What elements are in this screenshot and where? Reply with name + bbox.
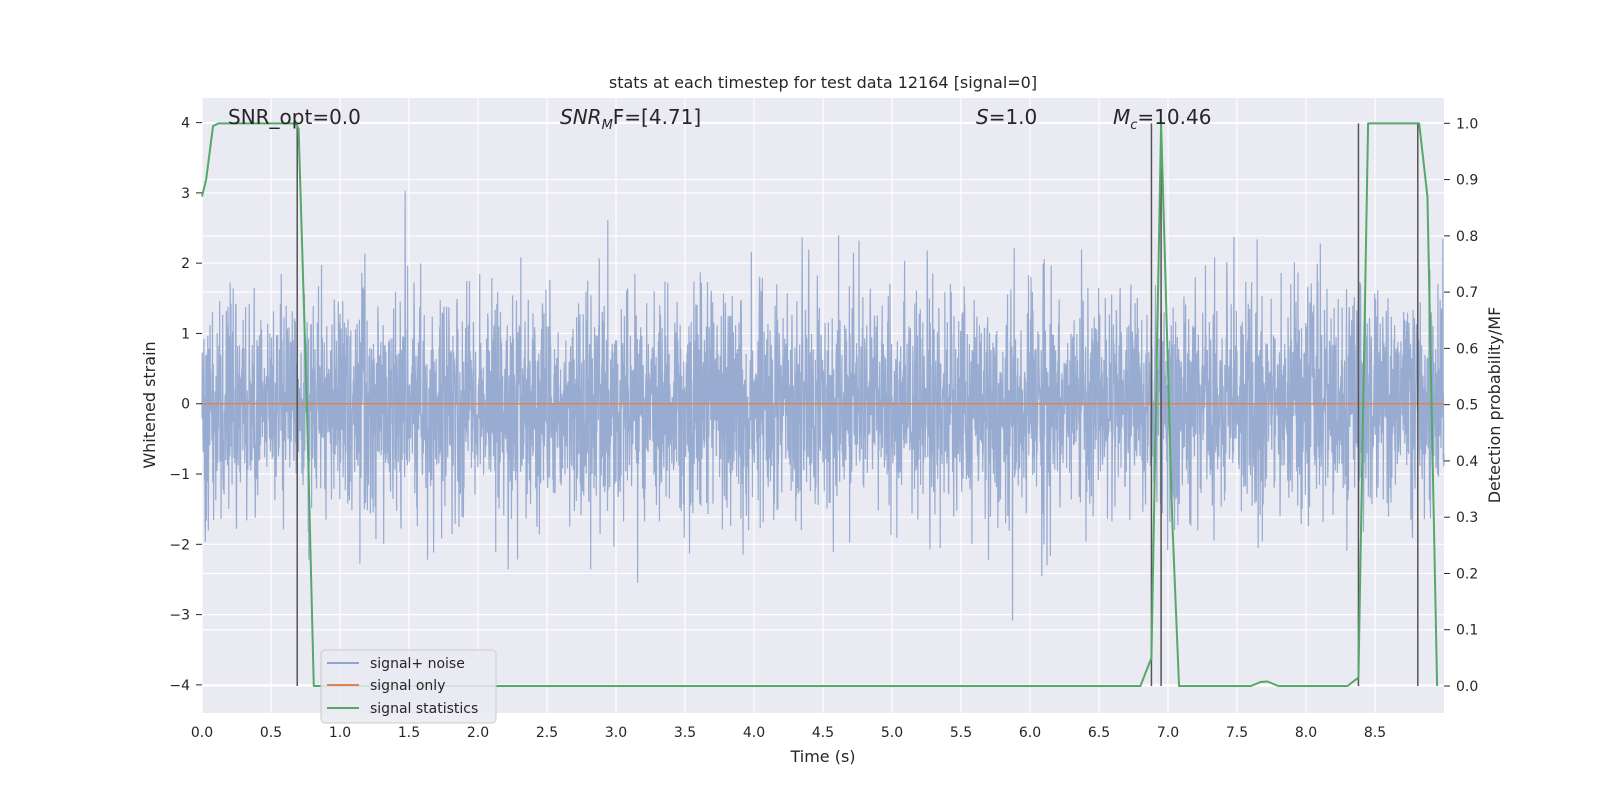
signal-statistics-series <box>201 122 1439 687</box>
x-axis-ticks: 0.0 0.5 1.0 1.5 2.0 2.5 3.0 3.5 4.0 4.5 5.0 5.5 6.0 6… <box>191 725 1386 741</box>
x-tick-label: 0.5 <box>260 725 282 741</box>
y-tick-label: −1 <box>169 467 190 483</box>
right-axis-label: Detection probability/MF <box>1485 307 1504 504</box>
annotation-snr-mf: SNRMF=[4.71] <box>560 105 701 133</box>
x-tick-label: 4.5 <box>812 725 834 741</box>
x-tick-label: 1.0 <box>329 725 351 741</box>
x-tick-label: 5.0 <box>881 725 903 741</box>
x-tick-label: 8.5 <box>1364 725 1386 741</box>
legend-label-signal-statistics: signal statistics <box>370 701 478 717</box>
signal-statistics-line <box>201 122 1439 687</box>
x-axis-label: Time (s) <box>789 747 855 766</box>
x-tick-label: 7.0 <box>1157 725 1179 741</box>
y-tick-label: −4 <box>169 678 190 694</box>
x-tick-label: 8.0 <box>1295 725 1317 741</box>
y-tick-label: 4 <box>181 116 190 132</box>
legend: signal+ noise signal only signal statist… <box>320 649 497 724</box>
right-tick-label: 0.1 <box>1456 623 1478 639</box>
y-tick-label: 3 <box>181 186 190 202</box>
x-tick-label: 3.0 <box>605 725 627 741</box>
annotation-s: S=1.0 <box>976 105 1037 129</box>
x-tick-label: 2.0 <box>467 725 489 741</box>
right-tick-label: 0.9 <box>1456 173 1478 189</box>
right-tick-label: 0.6 <box>1456 341 1478 357</box>
y-tick-label: 0 <box>181 397 190 413</box>
signal-noise-line <box>201 190 1445 621</box>
x-tick-label: 3.5 <box>674 725 696 741</box>
right-tick-label: 0.7 <box>1456 285 1478 301</box>
legend-label-signal-only: signal only <box>370 678 445 694</box>
y-axis-ticks: −4 −3 −2 −1 0 1 2 3 4 <box>169 116 202 694</box>
right-tick-label: 0.0 <box>1456 679 1478 695</box>
x-tick-label: 6.0 <box>1019 725 1041 741</box>
right-tick-label: 0.2 <box>1456 566 1478 582</box>
x-tick-label: 0.0 <box>191 725 213 741</box>
legend-label-signal-noise: signal+ noise <box>370 656 465 672</box>
annotation-chirp-mass: Mc=10.46 <box>1113 105 1211 133</box>
right-tick-label: 0.4 <box>1456 454 1478 470</box>
chart-title: stats at each timestep for test data 121… <box>609 73 1037 92</box>
y-tick-label: −2 <box>169 537 190 553</box>
annotation-snr-opt: SNR_opt=0.0 <box>228 105 361 129</box>
right-tick-label: 0.5 <box>1456 398 1478 414</box>
y-tick-label: −3 <box>169 608 190 624</box>
y-axis-label: Whitened strain <box>140 341 159 468</box>
vertical-markers <box>296 123 1419 686</box>
x-tick-label: 4.0 <box>743 725 765 741</box>
right-axis-ticks: 0.0 0.1 0.2 0.3 0.4 0.5 0.6 0.7 0.8 0.9 1.0 <box>1444 116 1478 695</box>
x-tick-label: 5.5 <box>950 725 972 741</box>
signal-noise-series <box>201 190 1445 621</box>
x-tick-label: 7.5 <box>1226 725 1248 741</box>
x-tick-label: 6.5 <box>1088 725 1110 741</box>
right-tick-label: 0.3 <box>1456 510 1478 526</box>
right-tick-label: 0.8 <box>1456 229 1478 245</box>
x-tick-label: 2.5 <box>536 725 558 741</box>
y-tick-label: 2 <box>181 256 190 272</box>
x-tick-label: 1.5 <box>398 725 420 741</box>
y-tick-label: 1 <box>181 326 190 342</box>
right-tick-label: 1.0 <box>1456 116 1478 132</box>
legend-box <box>320 649 497 724</box>
